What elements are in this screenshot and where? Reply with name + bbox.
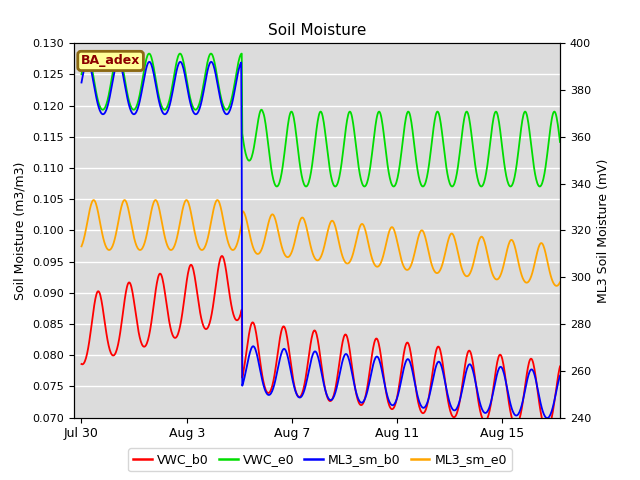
Legend: VWC_b0, VWC_e0, ML3_sm_b0, ML3_sm_e0: VWC_b0, VWC_e0, ML3_sm_b0, ML3_sm_e0 xyxy=(128,448,512,471)
Text: BA_adex: BA_adex xyxy=(81,54,140,67)
Y-axis label: Soil Moisture (m3/m3): Soil Moisture (m3/m3) xyxy=(13,161,27,300)
Title: Soil Moisture: Soil Moisture xyxy=(268,23,366,38)
Y-axis label: ML3 Soil Moisture (mV): ML3 Soil Moisture (mV) xyxy=(596,158,609,302)
